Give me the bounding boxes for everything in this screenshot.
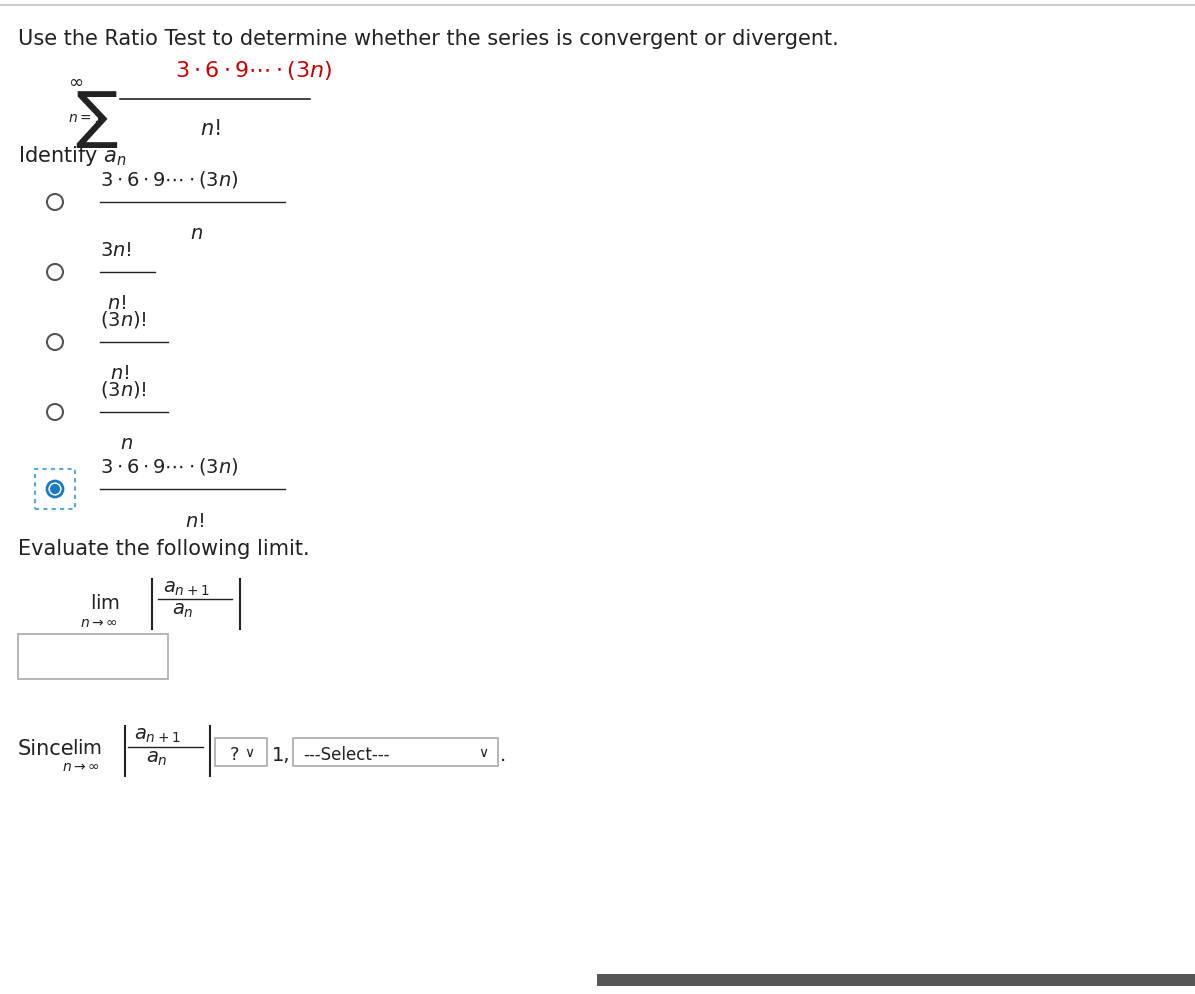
Text: Evaluate the following limit.: Evaluate the following limit. bbox=[18, 539, 310, 559]
FancyBboxPatch shape bbox=[18, 634, 168, 679]
Text: Identify $a_n$: Identify $a_n$ bbox=[18, 144, 127, 168]
Text: $3\cdot 6\cdot 9\cdots\cdot\left(3n\right)$: $3\cdot 6\cdot 9\cdots\cdot\left(3n\righ… bbox=[100, 456, 239, 477]
Text: Since: Since bbox=[18, 739, 74, 759]
Text: $\sum$: $\sum$ bbox=[75, 89, 118, 150]
FancyBboxPatch shape bbox=[598, 974, 1195, 986]
Text: $a_n$: $a_n$ bbox=[146, 749, 167, 768]
Text: $\lim$: $\lim$ bbox=[90, 594, 120, 613]
Text: $\vee$: $\vee$ bbox=[478, 746, 489, 760]
Text: $n!$: $n!$ bbox=[108, 294, 127, 313]
Text: 1,: 1, bbox=[272, 746, 290, 765]
Text: $n$: $n$ bbox=[120, 434, 133, 453]
Circle shape bbox=[50, 485, 60, 493]
Text: $3\cdot 6\cdot 9\cdots\cdot\left(3n\right)$: $3\cdot 6\cdot 9\cdots\cdot\left(3n\righ… bbox=[174, 59, 332, 82]
Text: $a_n$: $a_n$ bbox=[172, 601, 194, 620]
Text: $(3n)!$: $(3n)!$ bbox=[100, 379, 147, 400]
Text: $n!$: $n!$ bbox=[110, 364, 129, 383]
Text: $3n!$: $3n!$ bbox=[100, 241, 131, 260]
Text: .: . bbox=[500, 746, 507, 765]
Text: $n = 1$: $n = 1$ bbox=[68, 111, 104, 125]
FancyBboxPatch shape bbox=[293, 738, 498, 766]
Text: Use the Ratio Test to determine whether the series is convergent or divergent.: Use the Ratio Test to determine whether … bbox=[18, 29, 839, 49]
Text: ?: ? bbox=[229, 746, 239, 764]
Text: $n \to \infty$: $n \to \infty$ bbox=[62, 760, 100, 774]
Text: $(3n)!$: $(3n)!$ bbox=[100, 309, 147, 330]
Text: $a_{n+1}$: $a_{n+1}$ bbox=[163, 579, 210, 598]
Text: $n \to \infty$: $n \to \infty$ bbox=[80, 616, 118, 630]
FancyBboxPatch shape bbox=[215, 738, 266, 766]
Text: $3\cdot 6\cdot 9\cdots\cdot\left(3n\right)$: $3\cdot 6\cdot 9\cdots\cdot\left(3n\righ… bbox=[100, 169, 239, 190]
Text: ---Select---: ---Select--- bbox=[304, 746, 390, 764]
Text: $\lim$: $\lim$ bbox=[72, 739, 102, 758]
Text: $\vee$: $\vee$ bbox=[244, 746, 255, 760]
Text: $n$: $n$ bbox=[190, 224, 203, 243]
Text: $n!$: $n!$ bbox=[185, 512, 204, 531]
Text: $n!$: $n!$ bbox=[200, 119, 221, 139]
Text: $\infty$: $\infty$ bbox=[68, 73, 84, 91]
Text: $a_{n+1}$: $a_{n+1}$ bbox=[134, 726, 180, 745]
